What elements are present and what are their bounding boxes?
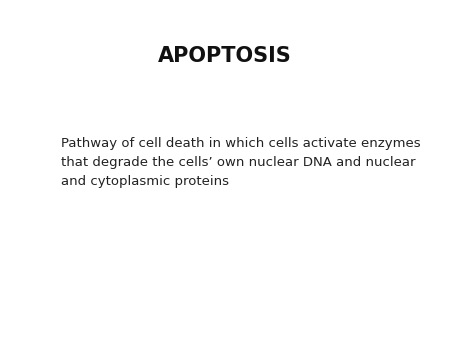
Text: Pathway of cell death in which cells activate enzymes
that degrade the cells’ ow: Pathway of cell death in which cells act… [61, 137, 420, 188]
Text: APOPTOSIS: APOPTOSIS [158, 46, 292, 66]
